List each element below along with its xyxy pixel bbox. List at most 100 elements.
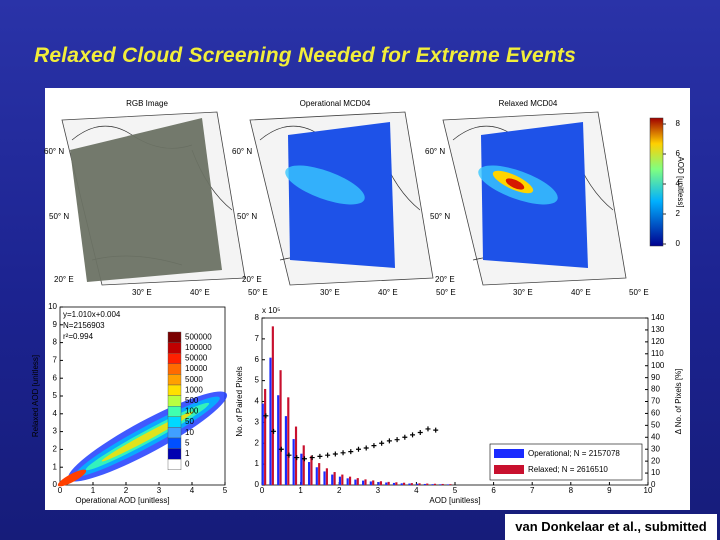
map-title: Relaxed MCD04 [499,99,558,108]
x-tick-label: 6 [491,486,496,495]
diff-marker [278,446,284,452]
y2-tick-label: 120 [651,337,665,346]
legend-swatch [167,459,182,471]
legend-swatch [167,353,182,365]
bar [346,478,349,485]
bar [372,480,375,485]
legend-label: 1 [185,449,190,458]
legend-label: Relaxed; N = 2616510 [528,465,608,474]
x-tick-label: 1 [91,486,96,495]
x-tick-label: 2 [124,486,129,495]
x-tick-label: 3 [157,486,162,495]
annotation: N=2156903 [63,321,105,330]
x-tick-label: 0 [260,486,265,495]
map-title: RGB Image [126,99,168,108]
legend-swatch [167,384,182,396]
y2-tick-label: 30 [651,444,660,453]
lat-label: 60° N [232,147,252,156]
lon-label: 20° E [435,275,455,284]
y2-tick-label: 20 [651,456,660,465]
lon-label: 30° E [320,288,340,297]
y-axis-label: Relaxed AOD [unitless] [31,355,40,437]
diff-marker [402,434,408,440]
bar [395,482,398,485]
lat-label: 60° N [425,147,445,156]
bar [439,484,442,485]
y-tick-label: 5 [255,376,260,385]
legend-label: 500000 [185,332,212,341]
x-axis-label: Operational AOD [unitless] [75,496,169,505]
lat-label: 50° N [49,212,69,221]
colorbar-tick-label: 2 [676,209,681,218]
y-exponent: x 10⁵ [262,306,280,315]
annotation: y=1.010x+0.004 [63,310,121,319]
density-core [57,469,87,487]
diff-marker [340,450,346,456]
x-tick-label: 4 [190,486,195,495]
x-tick-label: 10 [644,486,653,495]
y2-tick-label: 130 [651,325,665,334]
bar [302,445,305,485]
y-tick-label: 0 [255,480,260,489]
y-tick-label: 4 [53,409,58,418]
y-tick-label: 10 [48,302,57,311]
y2-axis-label: Δ No. of Pixels [%] [674,369,683,435]
diff-marker [348,449,354,455]
legend-label: 50000 [185,354,208,363]
diff-marker [301,456,307,462]
bar [294,426,298,485]
legend-swatch [167,406,182,418]
bar [354,479,357,485]
diff-marker [433,427,439,433]
diff-marker [363,445,369,451]
bar [356,478,359,485]
legend-swatch [167,342,182,354]
legend-label: 500 [185,396,199,405]
diff-marker [294,455,300,461]
diff-marker [410,432,416,438]
diff-marker [263,413,269,419]
diff-marker [332,451,338,457]
diff-marker [371,443,377,449]
bar [279,370,282,485]
lon-label: 50° E [436,288,456,297]
bar [431,484,434,485]
bar [416,483,419,485]
y2-tick-label: 50 [651,420,660,429]
bar [277,395,280,485]
legend-label: 5 [185,438,190,447]
bar [446,484,450,485]
colorbar-tick-label: 4 [676,179,681,188]
legend-label: 100000 [185,343,212,352]
x-tick-label: 3 [376,486,381,495]
bar [387,481,390,485]
y2-tick-label: 140 [651,313,665,322]
legend-swatch [494,449,524,458]
diff-marker [417,430,423,436]
bar [315,467,318,485]
legend-label: 5000 [185,375,203,384]
colorbar-tick-label: 6 [676,149,681,158]
x-tick-label: 0 [58,486,63,495]
y2-tick-label: 100 [651,361,665,370]
bar [341,474,344,485]
lat-label: 50° N [430,212,450,221]
y-tick-label: 6 [53,373,58,382]
slide-title: Relaxed Cloud Screening Needed for Extre… [34,44,576,67]
bar [377,482,380,485]
lon-label: 40° E [378,288,398,297]
bar [449,484,452,485]
bar [310,455,313,485]
y2-tick-label: 110 [651,349,664,358]
legend-swatch [167,374,182,386]
lon-label: 30° E [132,288,152,297]
diff-marker [286,452,292,458]
bar [292,439,295,485]
bar [369,481,372,485]
y-tick-label: 7 [255,334,260,343]
map-title: Operational MCD04 [300,99,371,108]
x-tick-label: 5 [223,486,228,495]
bar [287,397,290,485]
x-tick-label: 8 [569,486,574,495]
